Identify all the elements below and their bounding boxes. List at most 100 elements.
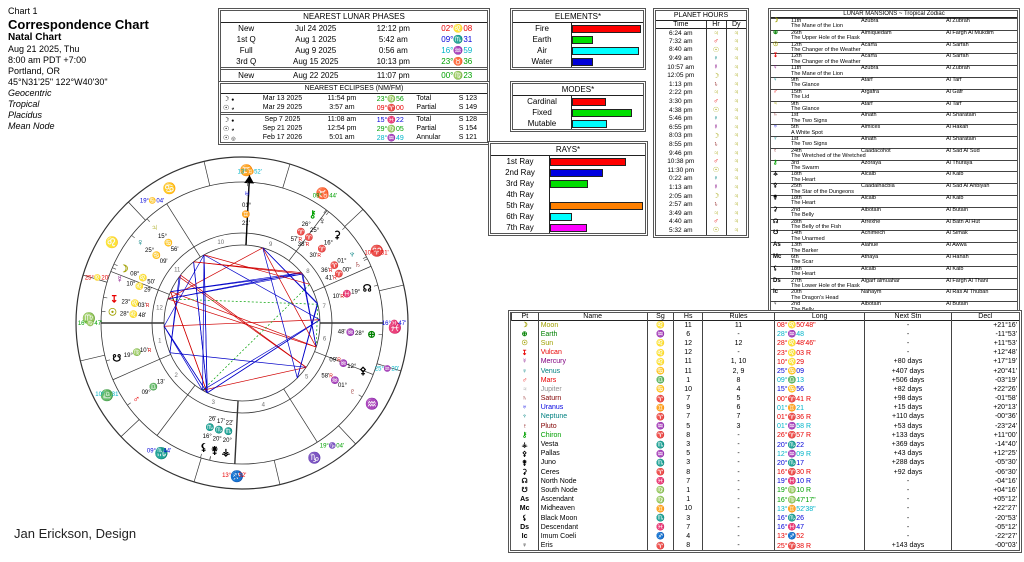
planet-sign: ♋ — [646, 366, 674, 376]
element-track — [571, 23, 643, 34]
sign-glyph: ♌ — [105, 236, 119, 249]
eclipse-icons: ☽ ● — [221, 94, 247, 103]
mansion-arabic-name: Al Sarfah — [946, 41, 969, 48]
eclipse-degree: 28°♒49 — [376, 134, 404, 142]
phase-degree: 02°♌08 — [441, 24, 473, 33]
wheel-planet-sign: ♈ — [335, 269, 344, 278]
hour-ruler-glyph: ♃ — [705, 208, 726, 218]
mansion-row: ⊕ 26th Almiquedam Al Fargh Al Mukdim The Upp… — [771, 29, 1017, 42]
planet-longitude: 09°♎13 — [773, 375, 865, 385]
wheel-planet-degree: 26° — [302, 222, 312, 228]
day-ruler-glyph: ♃ — [725, 148, 746, 158]
hour-ruler-glyph: ♂ — [705, 97, 726, 106]
planet-hour-row: 11:30 pm ☉ ♃ — [656, 166, 746, 175]
hour-time: 2:57 am — [669, 201, 693, 209]
eclipse-type: Total — [414, 112, 457, 124]
mansion-meaning: The Wretched of the Wretched — [791, 153, 866, 160]
wheel-planet-minute: 57'R — [291, 237, 303, 243]
planet-sign: ♌ — [646, 348, 674, 358]
mansion-name: Atarf — [861, 100, 873, 107]
wheel-planet-sign: ♈ — [305, 232, 314, 241]
planet-sign: ♊ — [646, 403, 674, 413]
wheel-planet-minute: 29' — [144, 287, 152, 293]
eclipse-row: ☉ ◕ Sep 21 2025 12:54 pm 29°♍05 Partial S 154 — [221, 124, 487, 133]
cusp-degree-label: 09°♏44' — [147, 446, 171, 454]
mansion-ordinal: 2nd — [791, 301, 801, 308]
wheel-planet-minute: 17' — [217, 419, 225, 425]
modes-title: MODES* — [513, 84, 643, 96]
hour-time: 2:05 am — [669, 192, 693, 200]
planet-position-tick — [358, 394, 363, 398]
day-ruler-glyph: ♃ — [725, 183, 746, 192]
house-cusp-line — [313, 265, 372, 292]
planet-row: ♅ Uranus ♊ 9 6 01°♊21 +15 days +20°13' — [512, 403, 1019, 413]
mansion-planet-glyph: Ds — [773, 277, 781, 284]
sign-boundary — [203, 161, 211, 186]
planet-house: 4 — [673, 531, 703, 541]
mansion-row: As 13th Alahue Al Awwa The Barker — [771, 242, 1017, 254]
modes-panel: MODES* Cardinal Fixed Mutable — [510, 81, 646, 132]
planet-longitude: 10°♌29 — [773, 357, 865, 367]
hour-ruler-glyph: ♄ — [705, 140, 726, 149]
house-cusp-line — [110, 271, 170, 295]
planet-hour-row: 6:55 pm ☿ ♃ — [656, 123, 746, 132]
planet-hour-row: 9:46 pm ♃ ♃ — [656, 148, 746, 158]
planet-declination: -20°53' — [950, 513, 1019, 523]
wheel-planet-sign: ♈ — [317, 244, 326, 253]
planet-declination: -00°36' — [950, 412, 1019, 422]
aspect-line-soft — [296, 302, 318, 379]
cusp-degree-label: 19°♑04' — [320, 442, 344, 450]
planet-sign: ♋ — [646, 384, 674, 394]
eclipses-table: ☽ ● Mar 13 2025 11:54 pm 23°♍56 Total S 123 ☉ … — [221, 94, 487, 142]
hour-ruler-glyph: ☉ — [705, 105, 726, 115]
day-ruler-glyph: ♃ — [725, 28, 746, 38]
mansion-meaning: The Two Signs — [791, 141, 828, 148]
house-cusp-line — [314, 351, 374, 375]
element-row: Water — [513, 56, 643, 67]
mansion-meaning: The Heart — [791, 271, 816, 278]
sign-boundary — [128, 201, 146, 221]
planet-house: 11 — [673, 357, 703, 367]
eclipses-panel: NEAREST ECLIPSES (NM/FM) ☽ ● Mar 13 2025 1… — [218, 81, 490, 145]
planet-row: ⚶ Vesta ♏ 3-20°♏22 +369 days -14°40' — [512, 439, 1019, 450]
chart-number: Chart 1 — [8, 6, 38, 16]
lunar-phase-row: New Jul 24 2025 12:12 pm 02°♌08 — [221, 23, 487, 34]
planet-sign: ♏ — [646, 458, 674, 468]
planet-declination: +11°00' — [950, 430, 1019, 440]
planet-name: Midheaven — [537, 504, 648, 514]
sign-boundary — [376, 363, 402, 372]
house-number: 7 — [323, 304, 327, 310]
planet-house: 3 — [673, 458, 703, 468]
planet-rules: - — [702, 504, 775, 514]
house-number: 11 — [174, 268, 181, 274]
mansion-arabic-name: Al Fargh Al Mukdim — [946, 29, 994, 36]
mansion-planet-glyph: Ic — [773, 289, 779, 296]
planet-glyph: ⚴ — [522, 450, 528, 458]
mansion-arabic-name: Al Sharatain — [946, 112, 976, 119]
planets-col-name: Name — [537, 313, 648, 321]
mansion-name: Alcalb — [861, 265, 876, 272]
eclipse-icons: ☽ ● — [221, 112, 248, 124]
mansion-arabic-name: Al Ras Al Thuban — [946, 289, 989, 296]
cusp-degree-label: 13°♐52' — [222, 471, 246, 479]
eclipse-date: Mar 13 2025 — [262, 95, 303, 102]
planet-hour-row: 6:24 am ♃ ♃ — [656, 28, 746, 38]
planet-name: Moon — [537, 320, 648, 330]
planet-glyph: ⚶ — [521, 441, 528, 449]
mansion-ordinal: 3rd — [791, 159, 799, 166]
mansion-meaning: A White Spot — [791, 129, 823, 136]
hour-time: 3:30 pm — [669, 98, 693, 106]
planet-row: ☊ North Node ♓ 7-19°♓10 R - -04°16' — [512, 476, 1019, 486]
ray-bar — [550, 212, 572, 221]
planet-next-station: +133 days — [864, 430, 952, 440]
planet-rules: 4 — [702, 384, 775, 394]
mansion-row: ♀ 2nd Albotain Al Butain The Belly — [771, 301, 1017, 313]
planet-hour-row: 9:49 am ♀ ♃ — [656, 54, 746, 63]
mansion-name: Albotain — [861, 206, 881, 213]
hour-ruler-glyph: ☿ — [705, 62, 726, 72]
planet-longitude: 01°♒58 R — [773, 421, 865, 431]
planet-longitude: 15°♋56 — [773, 384, 865, 394]
wheel-planet-minute: 22' — [226, 420, 234, 426]
planet-rules: 6 — [702, 403, 775, 413]
